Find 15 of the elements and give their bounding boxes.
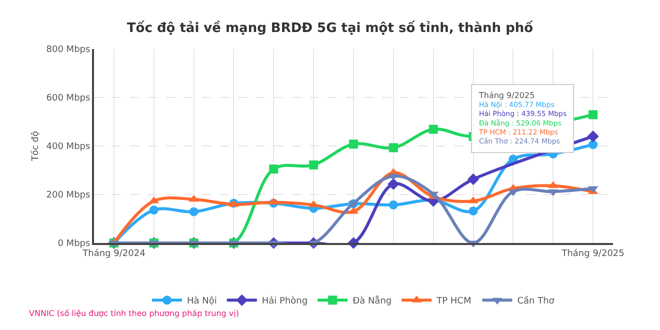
y-axis-title: Tốc độ [30,130,42,162]
legend-label: Hà Nội [187,296,217,307]
y-tick-label: 200 Mbps [46,190,91,201]
y-tick-label: 800 Mbps [46,45,91,56]
y-tick-label: 400 Mbps [46,142,91,152]
text: VNNIC (số liệu được tính theo phương pháp trung vị) [29,309,239,318]
chart-title: Tốc độ tải về mạng BRDĐ 5G tại một số tỉnh, thành phố [126,20,534,36]
legend-label: Hải Phòng [262,296,308,307]
x-tick-label: Tháng 9/2024 [82,248,146,259]
y-tick-label: 0 Mbps [58,239,91,250]
legend-label: TP HCM [436,296,472,307]
legend-label: Cần Thơ [517,296,555,307]
legend-label: Đà Nẵng [352,296,392,307]
y-tick-label: 600 Mbps [46,94,91,104]
annotation: Tháng 9/2025 [478,91,535,100]
